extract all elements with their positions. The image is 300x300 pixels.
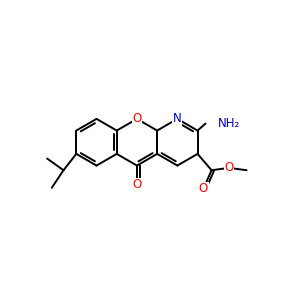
Text: O: O: [132, 112, 142, 125]
Text: N: N: [173, 112, 182, 125]
Text: O: O: [224, 161, 234, 174]
Text: O: O: [199, 182, 208, 195]
Text: NH₂: NH₂: [218, 117, 240, 130]
Text: O: O: [132, 178, 142, 191]
